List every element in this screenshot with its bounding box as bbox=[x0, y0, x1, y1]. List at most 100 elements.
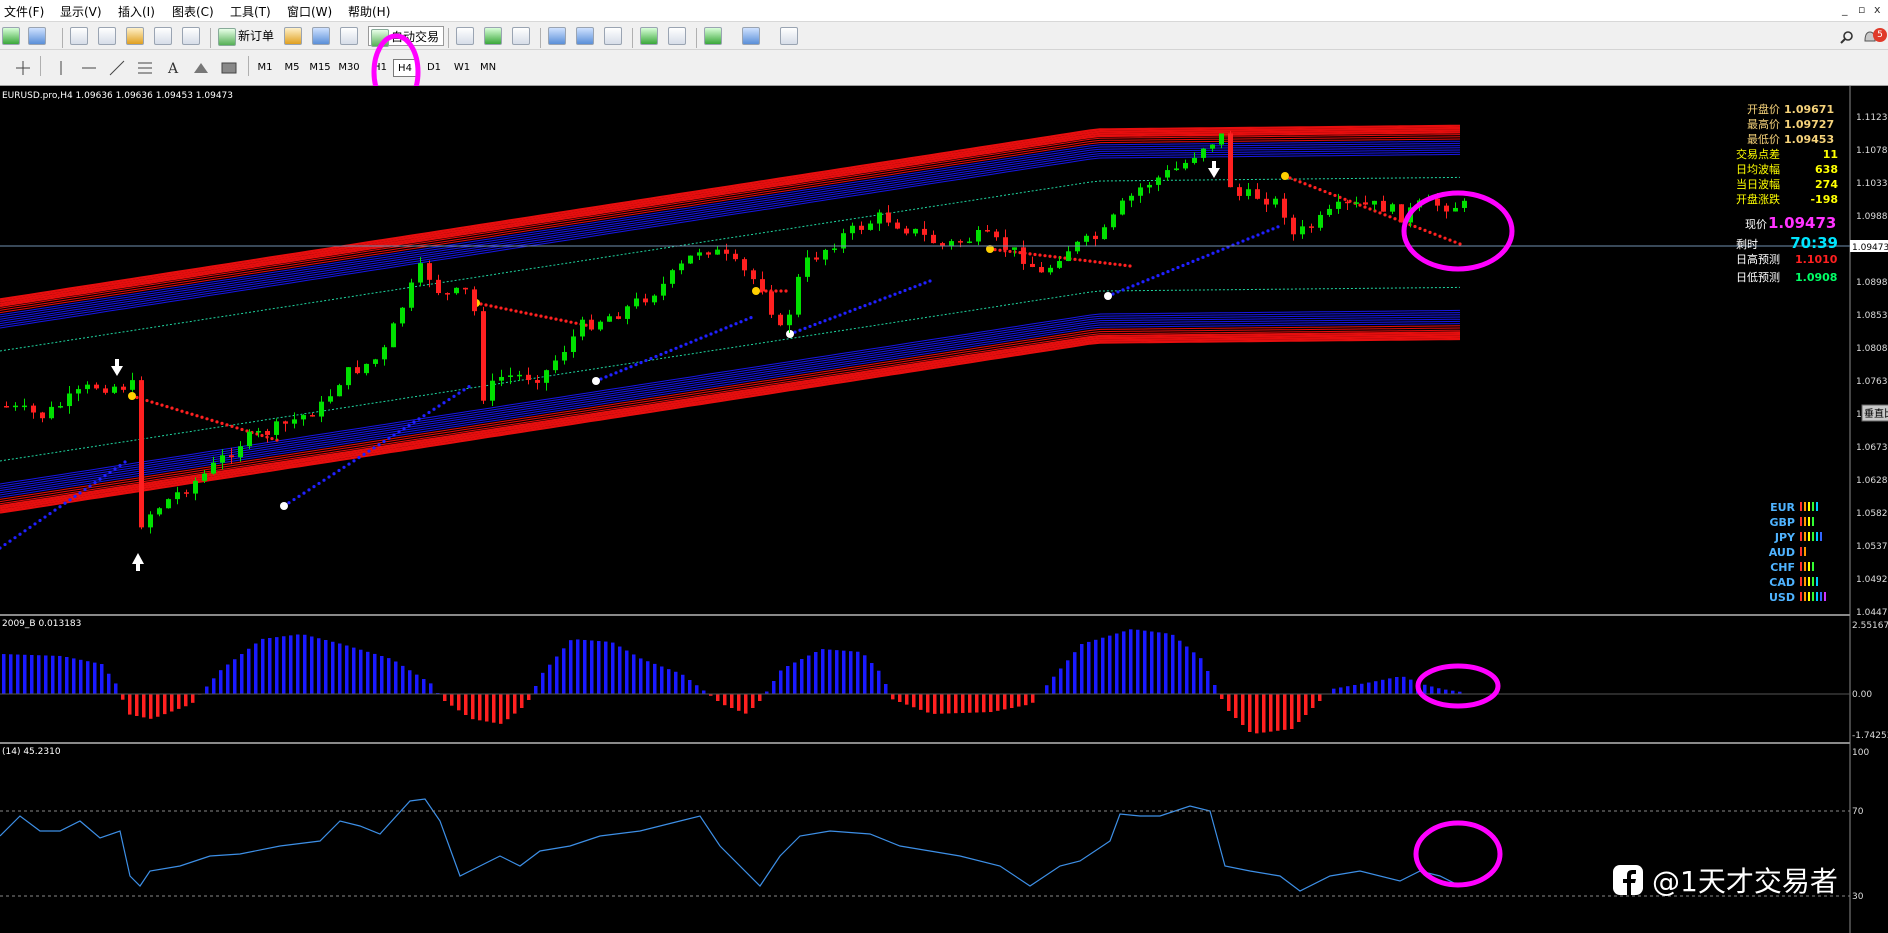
band-line bbox=[0, 129, 1461, 305]
candle-body bbox=[229, 455, 234, 458]
timeframe-w1[interactable]: W1 bbox=[453, 62, 471, 73]
macd-bar bbox=[597, 641, 601, 694]
autoscroll-icon[interactable] bbox=[668, 27, 686, 45]
periods-icon[interactable] bbox=[742, 27, 760, 45]
info-value: -198 bbox=[1810, 193, 1838, 206]
macd-bar bbox=[499, 694, 503, 724]
new-order-button[interactable]: 新订单 bbox=[216, 26, 274, 46]
search-icon[interactable] bbox=[1840, 30, 1854, 44]
trail-dot bbox=[1343, 197, 1347, 201]
trendline-icon[interactable] bbox=[108, 59, 126, 77]
templates-icon[interactable] bbox=[780, 27, 798, 45]
menu-file[interactable]: 文件(F) bbox=[4, 5, 45, 19]
options-icon[interactable] bbox=[340, 27, 358, 45]
strategy-tester-icon[interactable] bbox=[182, 27, 200, 45]
menu-help[interactable]: 帮助(H) bbox=[348, 5, 391, 19]
trail-dot bbox=[1186, 261, 1190, 266]
signal-dot bbox=[1281, 172, 1289, 180]
price-chart[interactable]: EURUSD.pro,H4 1.09636 1.09636 1.09453 1.… bbox=[0, 86, 1888, 933]
macd-bar bbox=[842, 650, 846, 694]
tile-windows-icon[interactable] bbox=[604, 27, 622, 45]
candle-body bbox=[886, 212, 891, 223]
info-label: 最高价 bbox=[1747, 117, 1780, 131]
trail-dot bbox=[1116, 290, 1120, 294]
macd-bar bbox=[1115, 633, 1119, 694]
envelope-bands bbox=[0, 124, 1461, 514]
macd-bar bbox=[723, 694, 727, 706]
timeframe-m1[interactable]: M1 bbox=[257, 62, 273, 73]
trail-dot bbox=[63, 501, 67, 505]
chart-shift-icon[interactable] bbox=[640, 27, 658, 45]
minimize-button[interactable]: _ bbox=[1842, 3, 1848, 16]
macd-bar bbox=[590, 640, 594, 694]
macd-bar bbox=[1220, 694, 1224, 699]
strength-bar bbox=[1820, 532, 1822, 541]
menu-charts[interactable]: 图表(C) bbox=[172, 5, 214, 19]
trail-dot bbox=[377, 443, 381, 447]
profiles-icon[interactable] bbox=[28, 27, 46, 45]
timeframe-mn[interactable]: MN bbox=[479, 62, 497, 73]
trail-dot bbox=[529, 312, 533, 316]
trail-dot bbox=[1328, 191, 1332, 196]
info-label: 交易点差 bbox=[1736, 147, 1780, 161]
navigator-icon[interactable] bbox=[126, 27, 144, 45]
macd-bar bbox=[765, 691, 769, 694]
arrow-tool-icon[interactable] bbox=[192, 59, 210, 77]
market-watch-icon[interactable] bbox=[70, 27, 88, 45]
price-tick: 1.06280 bbox=[1856, 476, 1888, 486]
terminal-icon[interactable] bbox=[154, 27, 172, 45]
trail-dot bbox=[1418, 226, 1422, 231]
trail-dot bbox=[1266, 229, 1270, 233]
timeframe-m5[interactable]: M5 bbox=[284, 62, 300, 73]
zoom-in-icon[interactable] bbox=[548, 27, 566, 45]
strength-bar bbox=[1800, 517, 1802, 526]
fibonacci-icon[interactable] bbox=[136, 59, 154, 77]
trail-dot bbox=[888, 294, 892, 298]
trail-dot bbox=[1236, 241, 1240, 245]
vertical-line-icon[interactable] bbox=[52, 59, 70, 77]
candle-body bbox=[256, 431, 261, 433]
new-chart-icon[interactable] bbox=[2, 27, 20, 45]
timeframe-d1[interactable]: D1 bbox=[426, 62, 442, 73]
indicators-icon[interactable] bbox=[704, 27, 722, 45]
trail-dot bbox=[422, 414, 426, 418]
menu-view[interactable]: 显示(V) bbox=[60, 5, 102, 19]
restore-button[interactable]: ▫ bbox=[1858, 3, 1866, 16]
timeframe-m30[interactable]: M30 bbox=[338, 62, 360, 73]
vertical-scale-button[interactable] bbox=[1861, 404, 1888, 422]
currency-strength-meter: EUR GBP JPY AUD CHF CAD USD bbox=[1769, 501, 1826, 604]
band-line bbox=[0, 323, 1461, 498]
menu-insert[interactable]: 插入(I) bbox=[118, 5, 155, 19]
metaeditor-icon[interactable] bbox=[284, 27, 302, 45]
macd-bar bbox=[849, 651, 853, 694]
trail-dot bbox=[230, 424, 234, 429]
text-tool-icon[interactable]: A bbox=[164, 59, 182, 77]
timeframe-m15[interactable]: M15 bbox=[309, 62, 331, 73]
band-line bbox=[0, 136, 1461, 311]
macd-bar bbox=[37, 655, 41, 694]
macd-bar bbox=[646, 661, 650, 694]
signals-icon[interactable] bbox=[312, 27, 330, 45]
zoom-out-icon[interactable] bbox=[576, 27, 594, 45]
horizontal-line-icon[interactable] bbox=[80, 59, 98, 77]
menu-tools[interactable]: 工具(T) bbox=[230, 5, 271, 19]
band-line bbox=[0, 142, 1461, 318]
candle-body bbox=[1318, 214, 1323, 228]
candle-body bbox=[1444, 205, 1449, 212]
candlestick-icon[interactable] bbox=[484, 27, 502, 45]
timeframe-h1[interactable]: H1 bbox=[373, 62, 387, 73]
band-line bbox=[0, 327, 1461, 503]
crosshair-tool-icon[interactable] bbox=[14, 59, 32, 77]
rectangle-tool-icon[interactable] bbox=[220, 59, 238, 77]
close-button[interactable]: x bbox=[1874, 3, 1881, 16]
bar-chart-icon[interactable] bbox=[456, 27, 474, 45]
trail-dot bbox=[352, 459, 356, 463]
macd-bar bbox=[51, 655, 55, 694]
macd-bar bbox=[1339, 687, 1343, 694]
crosshair-icon[interactable] bbox=[98, 27, 116, 45]
menu-window[interactable]: 窗口(W) bbox=[287, 5, 333, 19]
line-chart-icon[interactable] bbox=[512, 27, 530, 45]
currency-label: EUR bbox=[1770, 501, 1795, 514]
trail-dot bbox=[88, 484, 92, 488]
candle-body bbox=[1228, 133, 1233, 188]
